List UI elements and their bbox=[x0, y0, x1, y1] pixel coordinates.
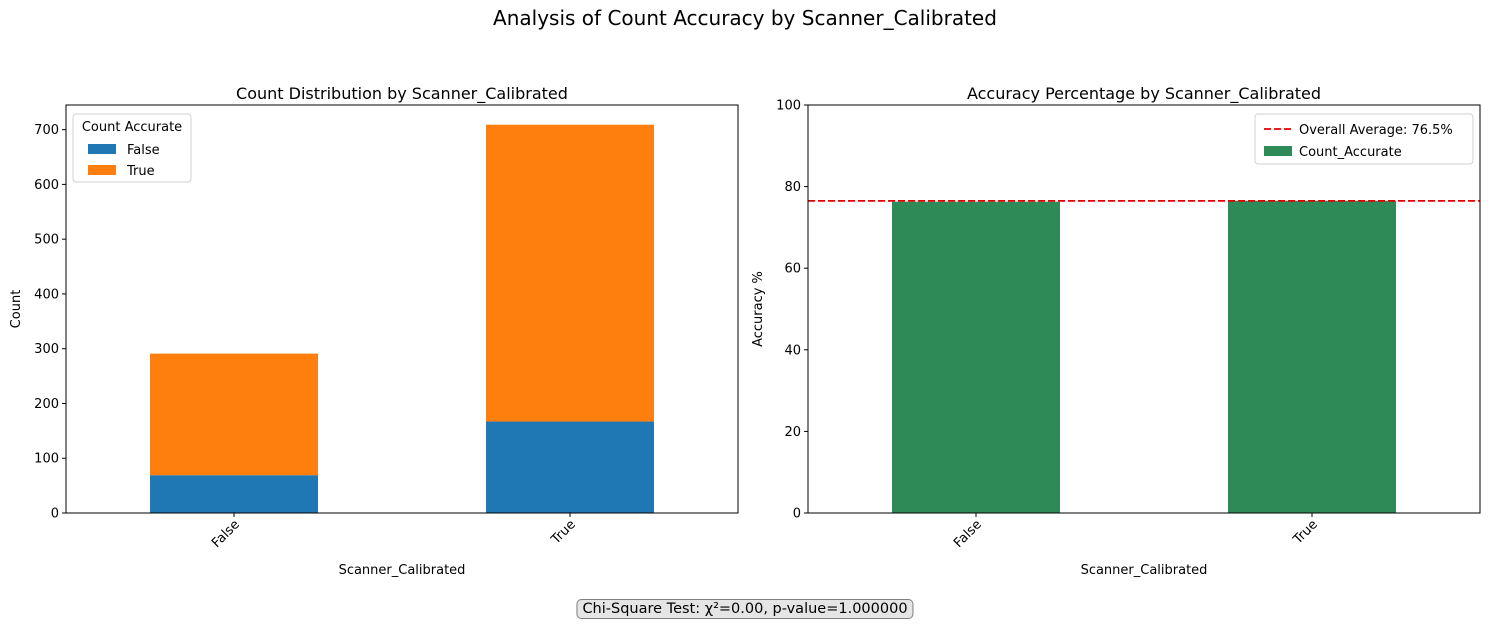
axes-frame bbox=[65, 104, 739, 514]
y-tick-label: 400 bbox=[34, 287, 59, 302]
y-tick-label: 300 bbox=[34, 342, 59, 357]
bar-false-false bbox=[150, 475, 318, 513]
y-tick-label: 20 bbox=[784, 425, 801, 440]
legend-swatch-true bbox=[88, 165, 116, 175]
y-axis-label: Accuracy % bbox=[751, 271, 766, 347]
legend: Count Accurate False True bbox=[72, 113, 192, 183]
y-tick-label: 200 bbox=[34, 397, 59, 412]
y-tick-label: 0 bbox=[793, 507, 801, 522]
axes-frame bbox=[807, 104, 1481, 514]
legend: Overall Average: 76.5% Count_Accurate bbox=[1254, 113, 1474, 165]
x-tick-label: False bbox=[209, 517, 243, 551]
y-tick-label: 600 bbox=[34, 178, 59, 193]
legend-swatch-count-accurate bbox=[1264, 146, 1292, 156]
bar-count-accurate-false bbox=[892, 201, 1060, 514]
chi-square-note: Chi-Square Test: χ²=0.00, p-value=1.0000… bbox=[576, 599, 914, 619]
y-tick-label: 500 bbox=[34, 233, 59, 248]
x-tick-label: True bbox=[1290, 517, 1321, 548]
legend-box bbox=[1254, 113, 1474, 165]
x-tick-label: False bbox=[951, 517, 985, 551]
legend-label-average: Overall Average: 76.5% bbox=[1299, 123, 1453, 138]
x-axis-label: Scanner_Calibrated bbox=[1081, 563, 1208, 578]
y-tick-label: 40 bbox=[784, 343, 801, 358]
chart-title: Accuracy Percentage by Scanner_Calibrate… bbox=[967, 84, 1321, 104]
figure-title: Analysis of Count Accuracy by Scanner_Ca… bbox=[493, 6, 997, 30]
y-axis-label: Count bbox=[9, 290, 24, 329]
y-tick-label: 80 bbox=[784, 180, 801, 195]
y-tick-label: 60 bbox=[784, 262, 801, 277]
bar-false-true bbox=[486, 421, 654, 513]
count-distribution-chart: 0 100 200 300 400 500 600 700 False True Count Dis… bbox=[9, 84, 739, 578]
bar-true-false bbox=[150, 353, 318, 476]
y-tick-label: 100 bbox=[776, 99, 801, 114]
legend-label-true: True bbox=[126, 164, 155, 179]
x-tick-label: True bbox=[548, 517, 579, 548]
y-tick-label: 700 bbox=[34, 123, 59, 138]
chart-title: Count Distribution by Scanner_Calibrated bbox=[236, 84, 568, 104]
y-tick-label: 0 bbox=[51, 507, 59, 522]
legend-title: Count Accurate bbox=[82, 120, 182, 135]
y-tick-label: 100 bbox=[34, 452, 59, 467]
x-axis-label: Scanner_Calibrated bbox=[339, 563, 466, 578]
bar-count-accurate-true bbox=[1228, 200, 1396, 513]
legend-label-count-accurate: Count_Accurate bbox=[1299, 145, 1402, 160]
bar-true-true bbox=[486, 124, 654, 422]
legend-swatch-false bbox=[88, 144, 116, 154]
accuracy-percentage-chart: 0 20 40 60 80 100 False True Accuracy Percentage… bbox=[751, 84, 1481, 578]
legend-label-false: False bbox=[127, 143, 160, 158]
